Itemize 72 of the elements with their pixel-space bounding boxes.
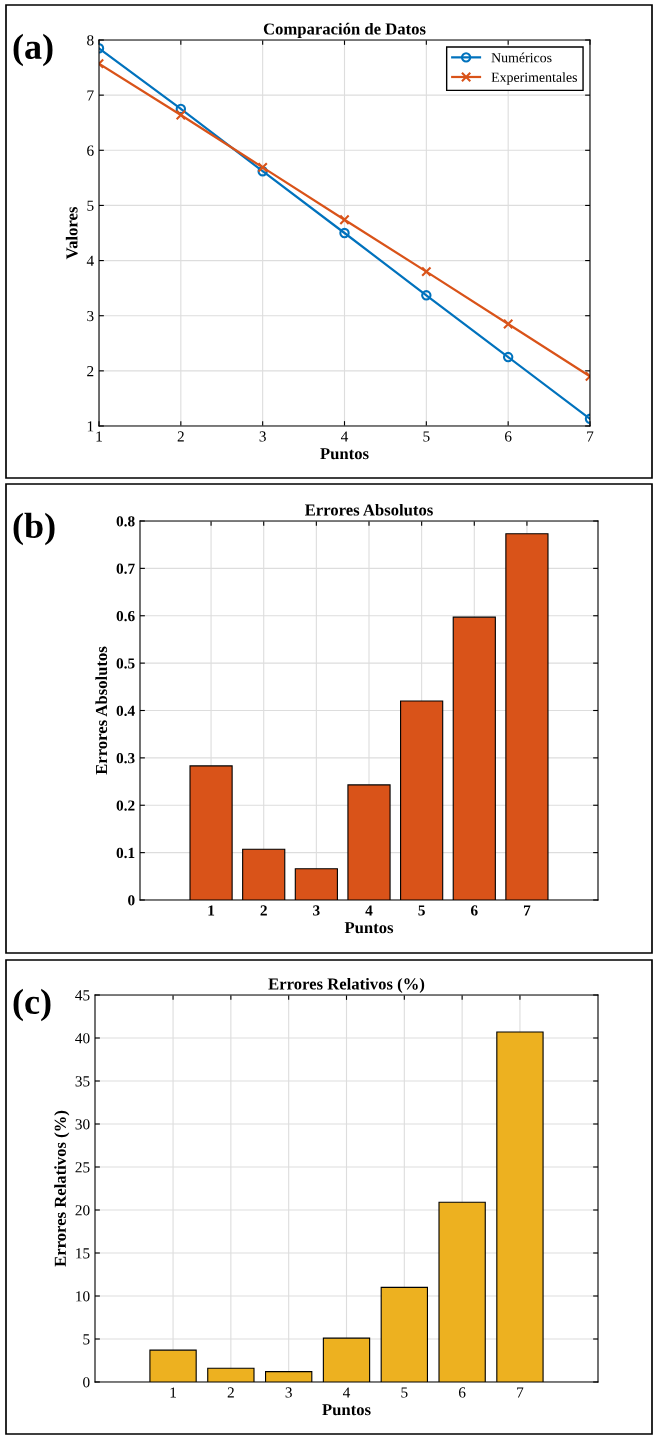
- point: [339, 227, 350, 239]
- x-axis-title: Puntos: [322, 1404, 371, 1416]
- point: [257, 166, 268, 177]
- y-tick-label: 20: [75, 1205, 90, 1216]
- y-tick-label: 35: [75, 1076, 90, 1087]
- y-tick-label: 0.5: [116, 658, 135, 669]
- chart-title: Errores Absolutos: [304, 503, 433, 516]
- x-tick-label: 1: [170, 1387, 176, 1398]
- x-tick-label: 1: [96, 431, 102, 442]
- point: [175, 103, 187, 115]
- legend-label: Numéricos: [491, 52, 552, 63]
- x-tick-label: 1: [208, 905, 215, 916]
- x-tick-label: 7: [523, 905, 531, 916]
- y-tick-label: 4: [86, 255, 94, 266]
- y-tick-label: 0.8: [116, 516, 135, 527]
- x-tick-label: 2: [260, 905, 267, 916]
- x-tick-label: 6: [470, 905, 478, 916]
- y-tick-label: 1: [87, 421, 94, 432]
- x-tick-label: 4: [342, 1387, 351, 1398]
- x-tick-label: 4: [340, 431, 349, 442]
- y-tick-label: 10: [76, 1291, 90, 1302]
- y-tick-label: 8: [87, 35, 94, 46]
- x-tick-label: 5: [423, 431, 430, 442]
- y-tick-label: 25: [75, 1162, 90, 1173]
- x-axis-title: Puntos: [320, 448, 369, 460]
- x-tick-label: 3: [313, 905, 320, 916]
- y-tick-label: 0.1: [116, 847, 135, 859]
- y-tick-label: 5: [87, 200, 94, 211]
- text: (c): [13, 988, 51, 1022]
- y-tick-label: 0: [83, 1377, 90, 1388]
- point: [502, 318, 514, 330]
- y-tick-label: 0.4: [116, 705, 135, 717]
- legend-label: Experimentales: [491, 72, 577, 85]
- x-tick-label: 3: [285, 1387, 292, 1398]
- y-tick-label: 30: [75, 1119, 90, 1130]
- point: [421, 266, 432, 277]
- y-axis-title: Errores Relativos (%): [54, 1110, 70, 1267]
- point: [502, 351, 514, 363]
- x-tick-label: 5: [401, 1387, 408, 1398]
- point: [339, 214, 350, 225]
- y-tick-label: 45: [75, 990, 90, 1001]
- x-tick-label: 7: [517, 1387, 524, 1398]
- x-tick-label: 4: [365, 905, 373, 916]
- point: [421, 290, 432, 301]
- y-tick-label: 0.6: [116, 610, 135, 622]
- chart-title: Errores Relativos (%): [268, 977, 425, 993]
- y-tick-label: 0.7: [116, 563, 135, 574]
- x-tick-label: 3: [259, 431, 266, 442]
- x-tick-label: 6: [458, 1387, 466, 1398]
- y-tick-label: 2: [87, 366, 94, 377]
- x-tick-label: 5: [418, 905, 425, 916]
- y-tick-label: 0.3: [116, 753, 135, 764]
- y-tick-label: 7: [87, 90, 94, 101]
- y-axis-title: Errores Absolutos: [95, 646, 108, 775]
- y-tick-label: 6: [87, 145, 94, 156]
- x-tick-label: 2: [177, 431, 184, 442]
- y-tick-label: 15: [76, 1248, 90, 1259]
- x-axis-title: Puntos: [344, 922, 394, 934]
- y-tick-label: 0: [128, 895, 135, 906]
- x-tick-label: 2: [227, 1387, 234, 1398]
- y-axis-title: Valores: [65, 207, 78, 260]
- text: (a): [13, 33, 53, 67]
- x-tick-label: 7: [587, 431, 594, 442]
- text: (b): [13, 512, 55, 546]
- y-tick-label: 5: [83, 1334, 90, 1345]
- y-tick-label: 3: [87, 310, 94, 322]
- y-tick-label: 0.2: [116, 800, 135, 811]
- point: [257, 162, 268, 173]
- x-tick-label: 6: [505, 431, 512, 442]
- chart-title: Comparación de Datos: [263, 22, 426, 38]
- y-tick-label: 40: [75, 1033, 90, 1044]
- point: [175, 109, 187, 121]
